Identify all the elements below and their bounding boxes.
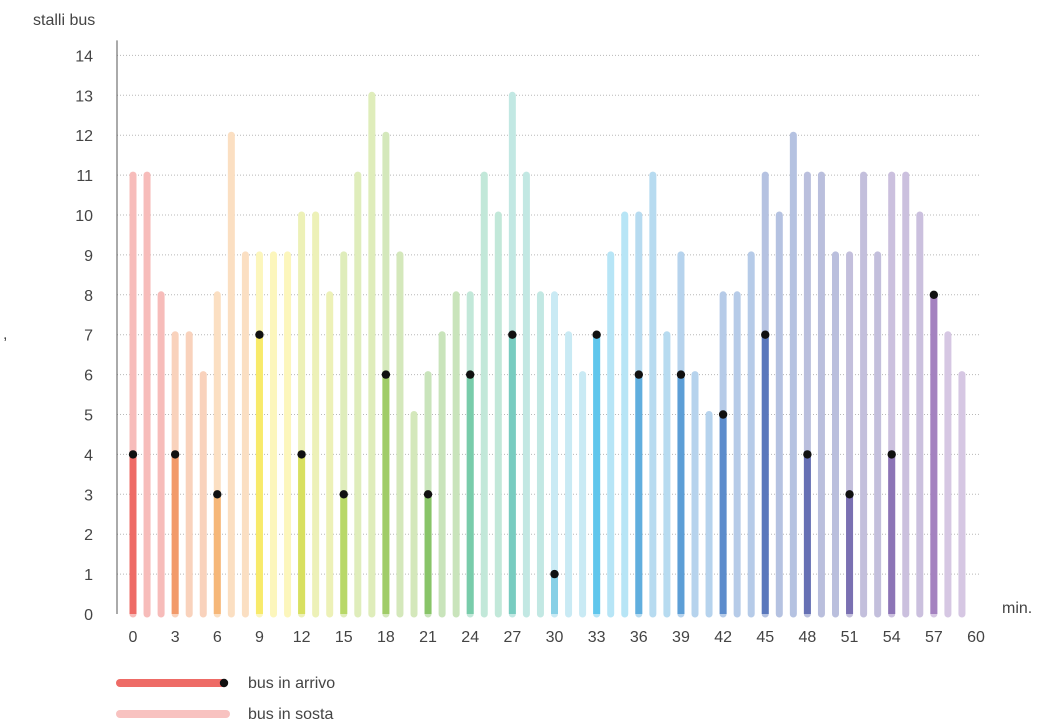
y-tick-label: 4 — [84, 447, 93, 464]
x-tick-label: 0 — [129, 629, 138, 646]
arrival-marker — [381, 370, 391, 379]
x-tick-label: 9 — [255, 629, 264, 646]
arrival-marker — [339, 490, 348, 499]
arrival-marker — [423, 490, 433, 499]
x-axis-label: min. — [1002, 600, 1032, 617]
x-tick-label: 33 — [588, 629, 606, 646]
y-tick-label: 10 — [75, 208, 93, 225]
y-tick-label: 1 — [84, 567, 93, 584]
x-tick-label: 3 — [171, 629, 180, 646]
x-tick-label: 30 — [546, 629, 564, 646]
y-tick-label: 2 — [84, 527, 93, 544]
legend-arrivals-label: bus in arrivo — [248, 675, 335, 692]
arrival-marker — [213, 490, 222, 499]
arrival-marker — [170, 450, 180, 459]
x-tick-label: 27 — [503, 629, 521, 646]
arrival-marker — [803, 450, 812, 459]
stray-comma-mark: , — [3, 326, 7, 343]
bars — [128, 91, 966, 618]
arrival-marker — [718, 410, 728, 419]
y-tick-label: 5 — [84, 408, 93, 425]
x-tick-label: 57 — [925, 629, 943, 646]
x-tick-label: 6 — [213, 629, 222, 646]
y-tick-label: 13 — [75, 88, 93, 105]
arrival-marker — [929, 290, 939, 299]
x-tick-label: 51 — [841, 629, 859, 646]
x-tick-label: 21 — [419, 629, 437, 646]
x-tick-label: 36 — [630, 629, 648, 646]
arrival-marker — [255, 330, 264, 339]
arrival-marker — [550, 569, 559, 579]
x-tick-label: 60 — [967, 629, 985, 646]
x-tick-label: 12 — [293, 629, 311, 646]
x-tick-label: 15 — [335, 629, 353, 646]
arrival-marker — [845, 490, 854, 499]
x-tick-label: 48 — [799, 629, 817, 646]
arrival-marker — [592, 330, 601, 339]
arrival-marker — [676, 370, 686, 379]
arrival-marker — [761, 330, 770, 339]
legend: bus in arrivo bus in sosta — [116, 675, 335, 722]
y-tick-label: 0 — [84, 607, 93, 624]
arrival-marker — [887, 450, 896, 459]
arrival-marker — [297, 450, 306, 459]
x-tick-label: 18 — [377, 629, 395, 646]
arrival-marker — [634, 370, 643, 379]
x-tick-label: 24 — [461, 629, 479, 646]
x-tick-label: 42 — [714, 629, 732, 646]
arrival-marker — [128, 450, 138, 459]
y-tick-label: 12 — [75, 128, 93, 145]
x-tick-label: 39 — [672, 629, 690, 646]
y-tick-label: 11 — [76, 168, 93, 185]
y-tick-label: 7 — [84, 328, 93, 345]
y-tick-label: 8 — [84, 288, 93, 305]
y-tick-label: 3 — [84, 487, 93, 504]
x-tick-label: 54 — [883, 629, 901, 646]
arrival-marker — [466, 370, 475, 379]
x-tick-label: 45 — [756, 629, 774, 646]
y-axis-label: stalli bus — [33, 12, 95, 29]
y-tick-label: 6 — [84, 368, 93, 385]
y-tick-label: 14 — [75, 48, 93, 65]
legend-arrivals-marker — [219, 678, 229, 688]
legend-parked-label: bus in sosta — [248, 706, 333, 722]
y-tick-label: 9 — [84, 248, 93, 265]
arrival-marker — [508, 330, 517, 339]
